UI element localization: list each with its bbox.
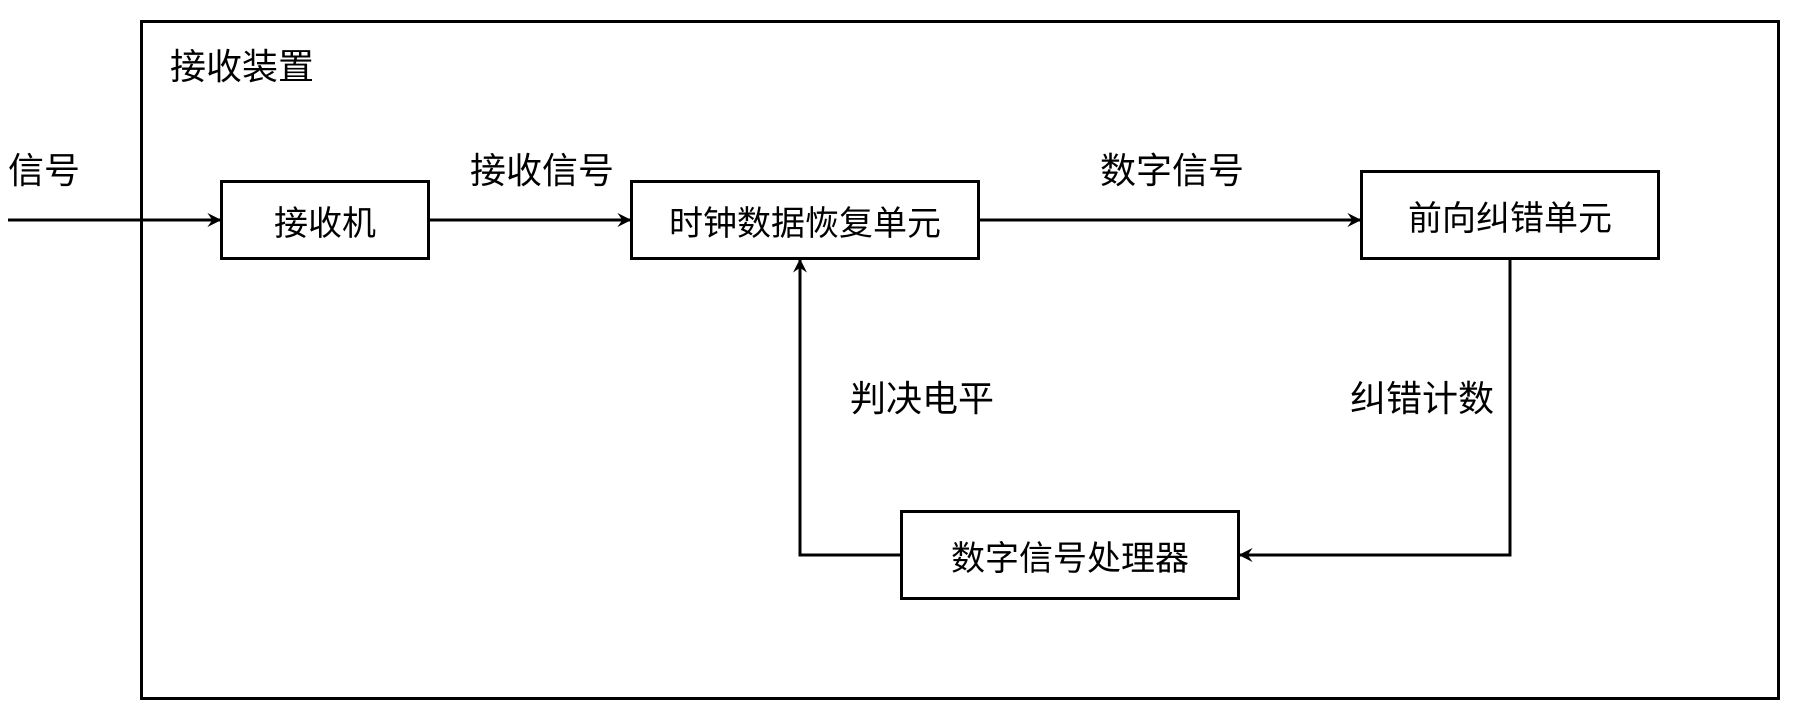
block-diagram: 接收装置 接收机 时钟数据恢复单元 前向纠错单元 数字信号处理器 信号 接收信号…	[0, 0, 1804, 724]
arrow-fec-to-dsp	[1240, 260, 1510, 555]
arrow-dsp-to-cdr	[800, 260, 900, 555]
arrows-layer	[0, 0, 1804, 724]
